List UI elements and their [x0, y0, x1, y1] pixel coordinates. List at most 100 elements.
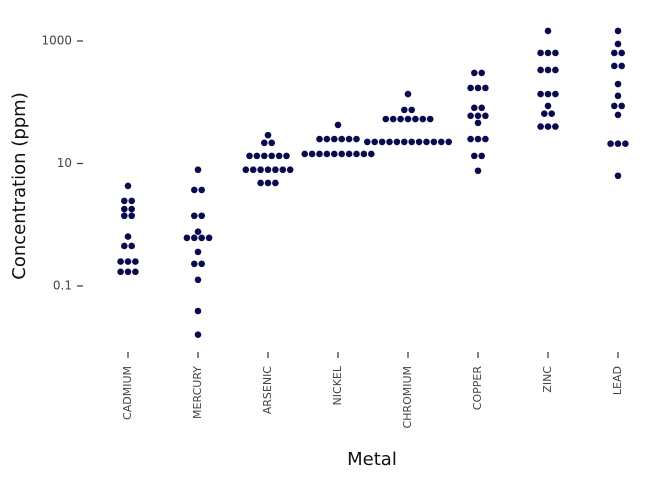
dot: [537, 90, 544, 98]
dot: [474, 84, 482, 92]
dot: [264, 166, 272, 174]
dot: [121, 197, 128, 205]
dot: [128, 197, 135, 205]
dot: [611, 62, 618, 70]
dot: [471, 152, 478, 160]
dot: [618, 49, 625, 57]
x-tick-label: MERCURY: [191, 366, 204, 419]
dot: [253, 152, 261, 160]
dot: [474, 112, 482, 120]
dot: [301, 150, 309, 158]
dot: [334, 121, 342, 129]
dot: [124, 258, 132, 265]
dot: [264, 179, 272, 187]
dot: [198, 212, 205, 220]
dot: [537, 123, 544, 130]
dot: [618, 102, 625, 110]
dot: [286, 166, 294, 174]
dot: [194, 307, 202, 315]
dot: [121, 212, 128, 220]
dot: [401, 106, 408, 114]
dot: [544, 49, 552, 57]
dot: [194, 228, 202, 235]
dot: [242, 166, 250, 174]
y-tick-label: 10: [57, 156, 72, 170]
dot: [544, 123, 552, 130]
dot: [338, 135, 346, 143]
dot: [198, 186, 205, 194]
dot: [408, 106, 416, 114]
dot: [614, 140, 622, 148]
dot: [552, 123, 559, 130]
dot: [482, 84, 489, 92]
dot: [194, 248, 202, 256]
dot: [478, 104, 486, 112]
dot: [541, 110, 548, 117]
dot: [426, 115, 434, 123]
dot: [261, 139, 268, 147]
dot: [438, 138, 445, 146]
dot: [194, 276, 202, 284]
dot: [117, 258, 124, 265]
dot: [611, 102, 618, 110]
dot: [128, 242, 135, 250]
dot: [419, 115, 427, 123]
dot: [389, 115, 397, 123]
dot: [611, 49, 618, 57]
dot: [548, 110, 555, 117]
dot: [345, 150, 353, 158]
dot: [338, 150, 346, 158]
dot: [467, 84, 474, 92]
y-tick-label: 0.1: [53, 278, 72, 292]
dot: [430, 138, 438, 146]
dot: [482, 112, 489, 120]
dot: [378, 138, 386, 146]
dot: [552, 49, 559, 57]
dot: [124, 268, 132, 276]
dot: [614, 80, 622, 88]
dot: [360, 150, 368, 158]
dot: [482, 135, 489, 143]
dot: [614, 40, 622, 48]
dot: [401, 138, 408, 146]
dot: [121, 205, 128, 213]
dot: [345, 135, 353, 143]
dot: [191, 212, 198, 220]
dot: [423, 138, 430, 146]
y-tick-label: 1000: [41, 33, 72, 47]
dot: [614, 111, 622, 119]
x-tick-label: NICKEL: [331, 365, 344, 405]
dot: [386, 138, 393, 146]
dot: [323, 150, 331, 158]
dot: [618, 62, 625, 70]
dot: [191, 234, 198, 242]
dot: [132, 268, 139, 276]
dot: [316, 135, 323, 143]
dot: [194, 166, 202, 174]
dot: [257, 179, 264, 187]
dot: [128, 212, 135, 220]
dot: [408, 138, 416, 146]
y-axis-title: Concentration (ppm): [9, 92, 30, 280]
x-tick-label: CADMIUM: [121, 366, 134, 420]
dot: [194, 331, 202, 338]
dot: [272, 179, 279, 187]
dot: [353, 150, 360, 158]
dot: [415, 138, 423, 146]
dot: [364, 138, 371, 146]
dot: [467, 112, 474, 120]
dot: [607, 140, 614, 148]
dot: [331, 135, 338, 143]
dot: [478, 152, 486, 160]
dot: [467, 135, 474, 143]
x-tick-label: ARSENIC: [261, 366, 274, 415]
dot: [261, 152, 268, 160]
dot: [537, 66, 544, 74]
dot: [368, 150, 375, 158]
dot: [445, 138, 453, 146]
dot: [124, 182, 132, 190]
dot: [264, 131, 272, 139]
dot: [279, 166, 287, 174]
x-tick-label: ZINC: [541, 366, 554, 393]
